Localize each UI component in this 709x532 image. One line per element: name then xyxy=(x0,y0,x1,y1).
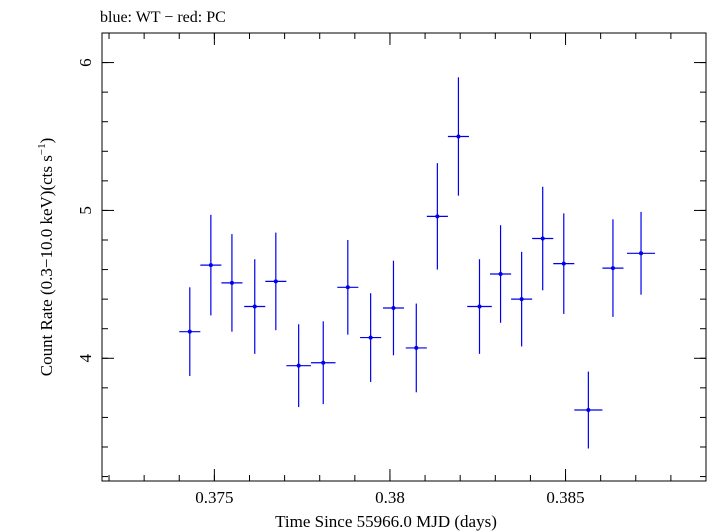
data-point-marker xyxy=(540,236,545,241)
y-tick-label: 5 xyxy=(76,206,95,215)
data-point-marker xyxy=(414,345,419,350)
data-point-marker xyxy=(610,266,615,271)
data-point-marker xyxy=(639,251,644,256)
data-point-marker xyxy=(273,279,278,284)
data-point xyxy=(221,234,243,332)
data-point-marker xyxy=(208,263,213,268)
y-axis-label-sup: −1 xyxy=(36,143,48,155)
data-point xyxy=(244,259,266,354)
data-point-marker xyxy=(321,360,326,365)
data-point-marker xyxy=(477,304,482,309)
y-axis-label: Count Rate (0.3−10.0 keV)(cts s−1) xyxy=(36,138,56,377)
data-point-marker xyxy=(391,306,396,311)
data-point xyxy=(426,163,448,270)
data-point xyxy=(405,303,427,393)
data-point-marker xyxy=(456,134,461,139)
data-point xyxy=(200,214,222,316)
y-axis: 4 5 6 xyxy=(76,32,706,478)
y-tick-label: 4 xyxy=(76,354,95,363)
data-point xyxy=(265,232,287,331)
data-point-marker xyxy=(229,280,234,285)
x-tick-label: 0.385 xyxy=(546,488,584,507)
data-point xyxy=(511,251,533,347)
plot-frame xyxy=(101,32,707,482)
x-axis: 0.375 0.38 0.385 xyxy=(108,33,707,507)
data-point xyxy=(467,259,492,354)
data-point-marker xyxy=(435,214,440,219)
data-points xyxy=(179,77,656,449)
data-point-marker xyxy=(252,304,257,309)
data-point-marker xyxy=(498,272,503,277)
x-tick-label: 0.38 xyxy=(375,488,405,507)
data-point xyxy=(532,186,554,291)
data-point xyxy=(360,293,382,382)
y-axis-label-main: Count Rate (0.3−10.0 keV)(cts s xyxy=(37,155,56,376)
data-point-marker xyxy=(519,297,524,302)
data-point-marker xyxy=(296,363,301,368)
data-point xyxy=(337,239,359,335)
series-wt xyxy=(179,77,656,449)
data-point-marker xyxy=(345,285,350,290)
data-point xyxy=(553,213,575,314)
data-point xyxy=(447,77,469,196)
y-axis-label-tail: ) xyxy=(37,138,56,144)
data-point xyxy=(626,211,656,295)
data-point xyxy=(286,324,311,408)
data-point xyxy=(602,219,624,317)
x-axis-label: Time Since 55966.0 MJD (days) xyxy=(275,512,497,531)
data-point xyxy=(574,371,603,449)
data-point xyxy=(310,321,336,405)
data-point xyxy=(179,287,201,377)
data-point-marker xyxy=(561,261,566,266)
chart-title: blue: WT − red: PC xyxy=(100,9,226,26)
y-tick-label: 6 xyxy=(76,58,95,66)
data-point-marker xyxy=(586,408,591,413)
data-point xyxy=(490,225,512,323)
data-point-marker xyxy=(368,335,373,340)
x-tick-label: 0.375 xyxy=(195,488,233,507)
data-point xyxy=(382,260,404,356)
data-point-marker xyxy=(187,329,192,334)
